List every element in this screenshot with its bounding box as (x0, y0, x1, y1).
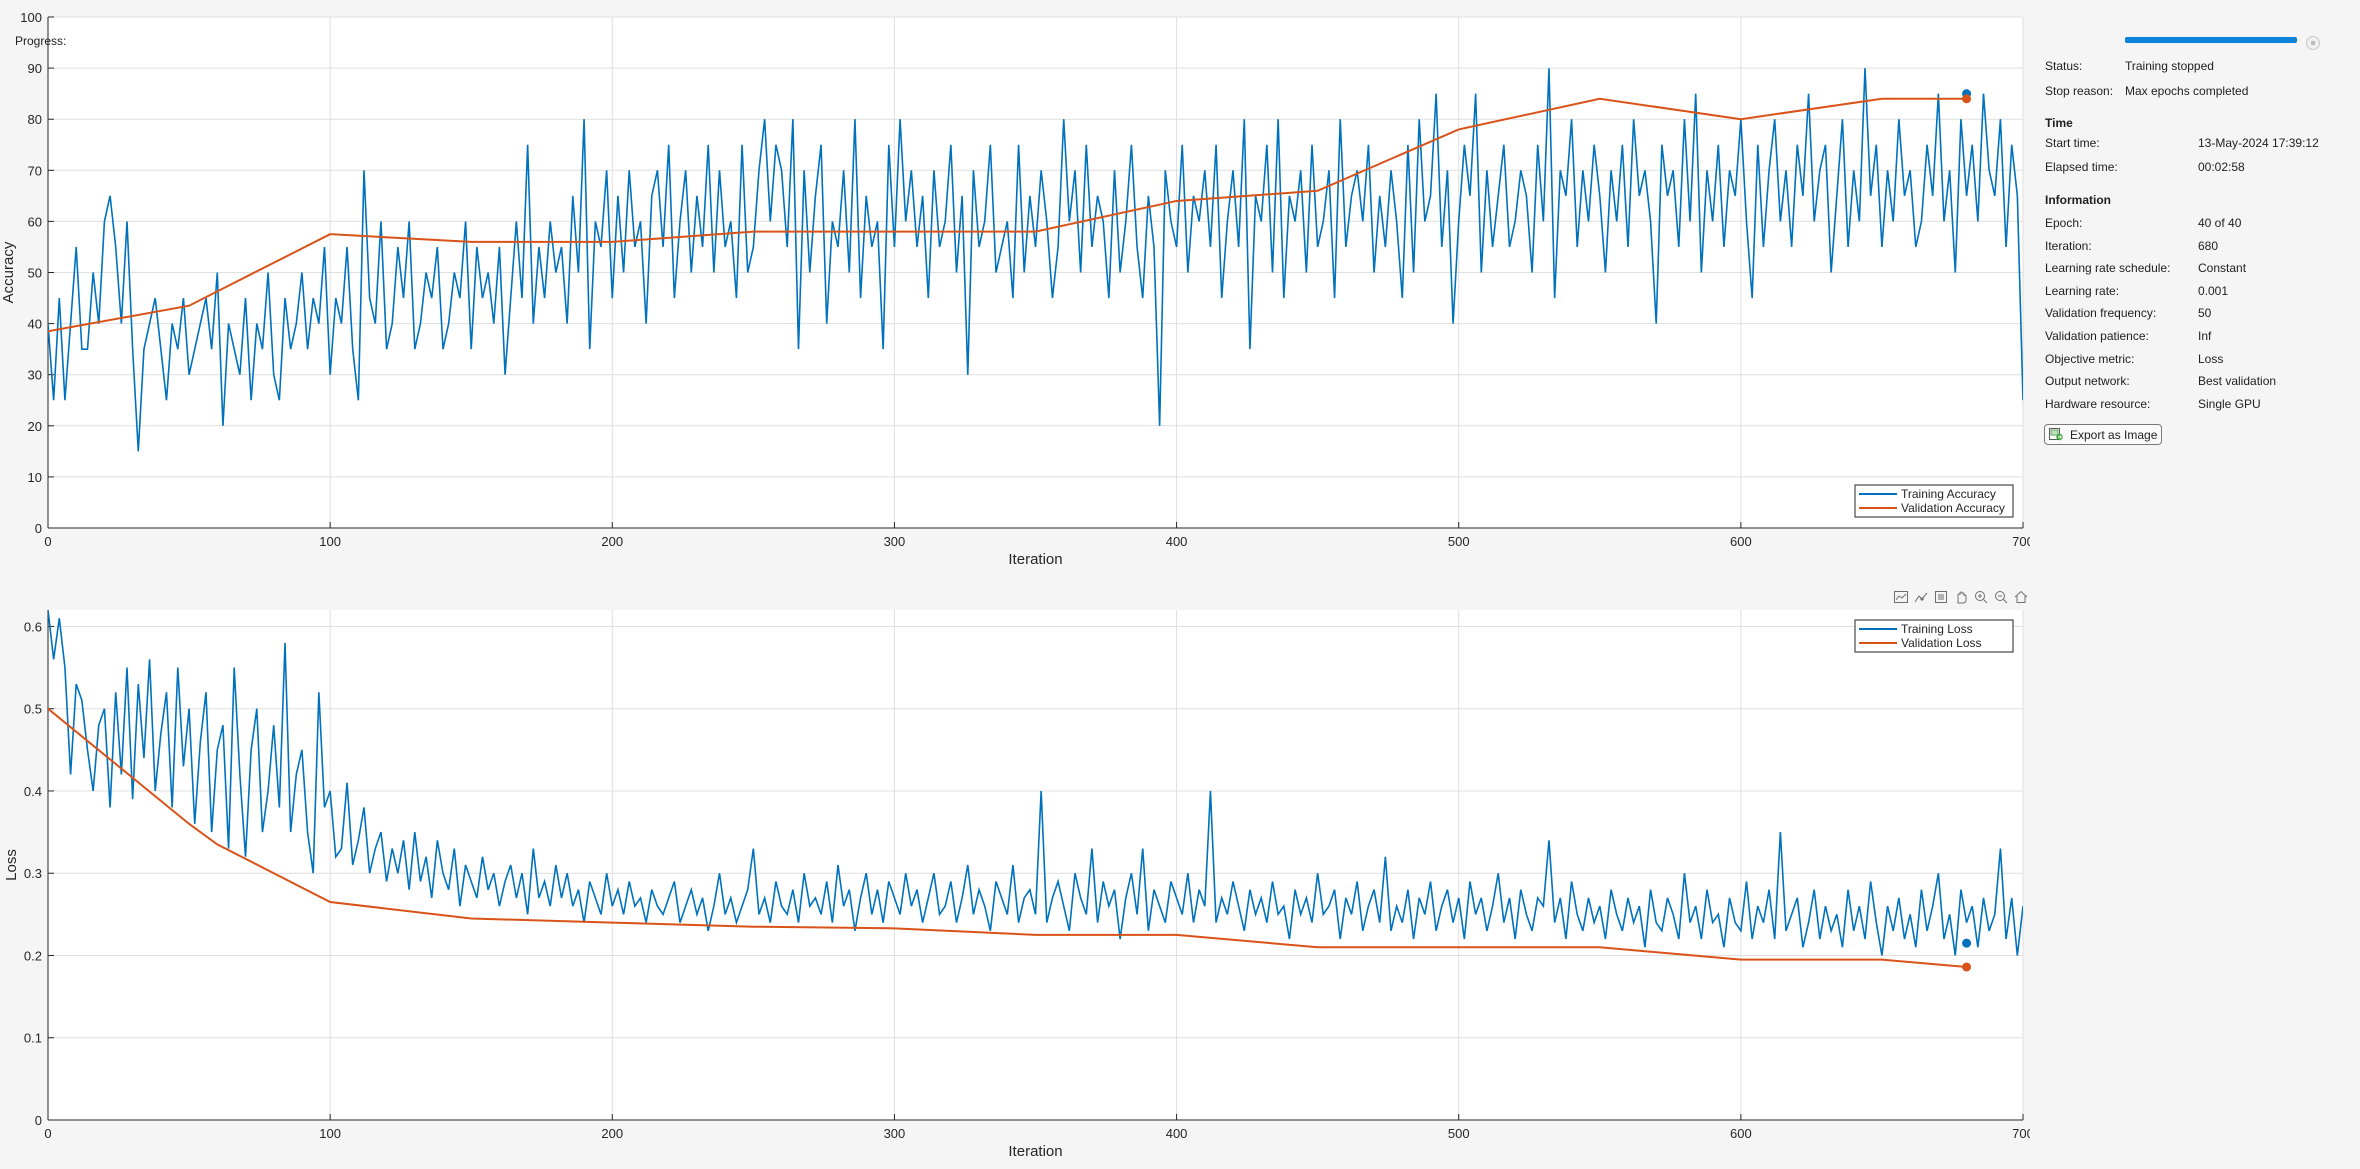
y-axis-label: Loss (3, 849, 20, 881)
x-tick-label: 0 (44, 1126, 51, 1141)
x-axis-label: Iteration (1008, 551, 1062, 568)
stop-reason-label: Stop reason: (2045, 84, 2114, 98)
x-tick-label: 600 (1730, 1126, 1752, 1141)
validation-series-line (48, 97, 1967, 333)
x-tick-label: 600 (1730, 534, 1752, 549)
y-tick-label: 70 (28, 163, 42, 178)
iteration-value: 680 (2198, 239, 2219, 253)
validation-frequency-label: Validation frequency: (2045, 306, 2157, 320)
pan-icon[interactable] (1953, 589, 1969, 605)
loss-chart: 0 100 200 300 400 500 600 700 0 0.1 0.2 0.3 0.4 0.5 0.… (3, 610, 2030, 1160)
y-tick-label: 40 (28, 317, 42, 332)
legend-entry: Validation Loss (1901, 636, 1982, 650)
export-as-image-label: Export as Image (2070, 428, 2158, 442)
export-as-image-button[interactable]: Export as Image (2044, 424, 2162, 445)
lr-schedule-value: Constant (2198, 261, 2247, 275)
x-tick-label: 300 (884, 534, 906, 549)
validation-final-marker (1962, 962, 1972, 972)
elapsed-time-value: 00:02:58 (2198, 160, 2245, 174)
y-tick-label: 0.5 (24, 702, 42, 717)
validation-series-line (48, 707, 1967, 968)
hardware-resource-value: Single GPU (2198, 397, 2261, 411)
y-tick-label: 0.1 (24, 1031, 42, 1046)
info-panel (2030, 0, 2360, 1169)
y-tick-label: 80 (28, 112, 42, 127)
x-tick-label: 0 (44, 534, 51, 549)
y-tick-label: 90 (28, 61, 42, 76)
x-tick-label: 400 (1166, 1126, 1188, 1141)
status-value: Training stopped (2125, 59, 2214, 73)
learning-rate-label: Learning rate: (2045, 284, 2120, 298)
validation-patience-value: Inf (2198, 329, 2212, 343)
home-icon[interactable] (2013, 589, 2029, 605)
zoom-out-icon[interactable] (1993, 589, 2009, 605)
x-tick-label: 700 (2012, 534, 2030, 549)
y-tick-label: 0 (35, 521, 42, 536)
validation-final-marker (1962, 94, 1972, 104)
progress-bar (2125, 37, 2297, 43)
y-tick-label: 10 (28, 470, 42, 485)
zoom-in-icon[interactable] (1973, 589, 1989, 605)
lr-schedule-label: Learning rate schedule: (2045, 261, 2171, 275)
y-tick-label: 20 (28, 419, 42, 434)
y-tick-label: 30 (28, 368, 42, 383)
status-label: Status: (2045, 59, 2083, 73)
time-header: Time (2045, 116, 2073, 130)
learning-rate-value: 0.001 (2198, 284, 2229, 298)
hardware-resource-label: Hardware resource: (2045, 397, 2151, 411)
data-tips-icon[interactable] (1913, 589, 1929, 605)
start-time-label: Start time: (2045, 136, 2100, 150)
training-series-line (48, 610, 2023, 956)
x-tick-label: 400 (1166, 534, 1188, 549)
objective-metric-value: Loss (2198, 352, 2224, 366)
brush-icon[interactable] (1893, 589, 1909, 605)
legend-entry: Training Loss (1901, 622, 1973, 636)
x-tick-label: 500 (1448, 534, 1470, 549)
iteration-label: Iteration: (2045, 239, 2092, 253)
y-tick-label: 0.6 (24, 619, 42, 634)
x-tick-label: 100 (319, 1126, 341, 1141)
training-plots: 0 100 200 300 400 500 600 700 0 10 20 30 40 50 60 70 80 9… (0, 10, 2030, 1160)
export-image-icon (2049, 428, 2063, 441)
legend-box (1854, 484, 2014, 518)
progress-label: Progress: (15, 34, 67, 48)
x-tick-label: 100 (319, 534, 341, 549)
plot-area (48, 610, 2023, 1120)
output-network-value: Best validation (2198, 374, 2277, 388)
y-tick-label: 60 (28, 214, 42, 229)
y-tick-label: 0.4 (24, 784, 42, 799)
y-axis-label: Accuracy (0, 241, 17, 303)
legend-entry: Training Accuracy (1901, 487, 1996, 501)
validation-patience-label: Validation patience: (2045, 329, 2149, 343)
restore-view-icon[interactable] (1933, 589, 1949, 605)
y-tick-label: 50 (28, 266, 42, 281)
stop-reason-value: Max epochs completed (2125, 84, 2249, 98)
validation-frequency-value: 50 (2198, 306, 2212, 320)
x-tick-label: 200 (601, 534, 623, 549)
output-network-label: Output network: (2045, 374, 2130, 388)
y-tick-label: 0 (35, 1113, 42, 1128)
x-tick-label: 300 (884, 1126, 906, 1141)
start-time-value: 13-May-2024 17:39:12 (2198, 136, 2319, 150)
x-tick-label: 200 (601, 1126, 623, 1141)
objective-metric-label: Objective metric: (2045, 352, 2135, 366)
stop-button[interactable] (2306, 36, 2320, 50)
y-tick-label: 0.2 (24, 948, 42, 963)
y-tick-label: 100 (20, 10, 42, 25)
information-header: Information (2045, 193, 2111, 207)
x-tick-label: 700 (2012, 1126, 2030, 1141)
x-axis-label: Iteration (1008, 1143, 1062, 1160)
y-tick-label: 0.3 (24, 866, 42, 881)
training-final-marker (1962, 938, 1972, 948)
plots-canvas: 0 100 200 300 400 500 600 700 0 10 20 30 40 50 60 70 80 9… (0, 10, 2030, 1160)
epoch-value: 40 of 40 (2198, 216, 2242, 230)
legend-entry: Validation Accuracy (1901, 501, 2005, 515)
accuracy-chart: 0 100 200 300 400 500 600 700 0 10 20 30 40 50 60 70 80 9… (0, 10, 2030, 568)
elapsed-time-label: Elapsed time: (2045, 160, 2118, 174)
training-series-line (48, 68, 2023, 452)
epoch-label: Epoch: (2045, 216, 2083, 230)
x-tick-label: 500 (1448, 1126, 1470, 1141)
legend-box (1854, 619, 2014, 653)
